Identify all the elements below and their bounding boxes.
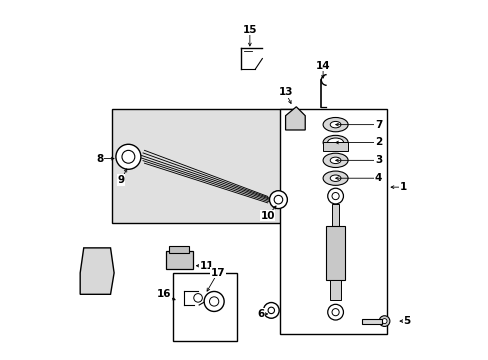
- Circle shape: [267, 307, 274, 314]
- Circle shape: [93, 267, 100, 275]
- Ellipse shape: [329, 175, 340, 181]
- Text: 10: 10: [260, 211, 274, 221]
- Circle shape: [331, 193, 339, 200]
- Circle shape: [169, 257, 175, 263]
- Circle shape: [122, 150, 135, 163]
- Circle shape: [288, 118, 296, 127]
- Polygon shape: [285, 107, 305, 130]
- Text: 11: 11: [199, 261, 214, 271]
- Circle shape: [93, 251, 100, 258]
- Bar: [362, 319, 381, 324]
- Text: 3: 3: [374, 156, 381, 165]
- Ellipse shape: [323, 117, 347, 132]
- Circle shape: [381, 319, 386, 324]
- Circle shape: [193, 294, 202, 302]
- Ellipse shape: [329, 157, 340, 163]
- Circle shape: [203, 292, 224, 311]
- Text: 14: 14: [315, 61, 330, 71]
- Polygon shape: [80, 248, 114, 294]
- Ellipse shape: [329, 121, 340, 128]
- Bar: [280, 109, 386, 334]
- Circle shape: [263, 302, 279, 318]
- Bar: [329, 280, 340, 300]
- Bar: [169, 246, 189, 252]
- Text: 12: 12: [91, 250, 105, 260]
- Bar: [165, 251, 192, 269]
- Text: 7: 7: [374, 120, 381, 130]
- Circle shape: [331, 309, 339, 316]
- Text: 1: 1: [399, 182, 406, 192]
- Circle shape: [378, 316, 389, 327]
- Circle shape: [274, 195, 282, 204]
- Circle shape: [269, 191, 287, 208]
- Ellipse shape: [327, 138, 343, 147]
- Text: 17: 17: [210, 268, 224, 278]
- Bar: [325, 226, 345, 280]
- Circle shape: [93, 282, 100, 289]
- Ellipse shape: [323, 135, 347, 150]
- Ellipse shape: [323, 171, 347, 185]
- Text: 16: 16: [157, 289, 171, 299]
- Bar: [323, 143, 347, 152]
- Text: 2: 2: [374, 138, 381, 148]
- Bar: [112, 109, 298, 223]
- Circle shape: [209, 297, 218, 306]
- Text: 15: 15: [242, 25, 257, 35]
- Text: 8: 8: [96, 154, 103, 163]
- Text: 9: 9: [118, 175, 124, 185]
- Bar: [173, 273, 237, 341]
- Circle shape: [327, 188, 343, 204]
- Text: 13: 13: [278, 87, 292, 98]
- Text: 4: 4: [374, 173, 381, 183]
- Circle shape: [183, 257, 189, 263]
- Text: 5: 5: [403, 316, 410, 326]
- Bar: [331, 204, 339, 226]
- Text: 6: 6: [256, 309, 264, 319]
- Circle shape: [116, 144, 141, 169]
- Ellipse shape: [323, 153, 347, 167]
- Circle shape: [327, 304, 343, 320]
